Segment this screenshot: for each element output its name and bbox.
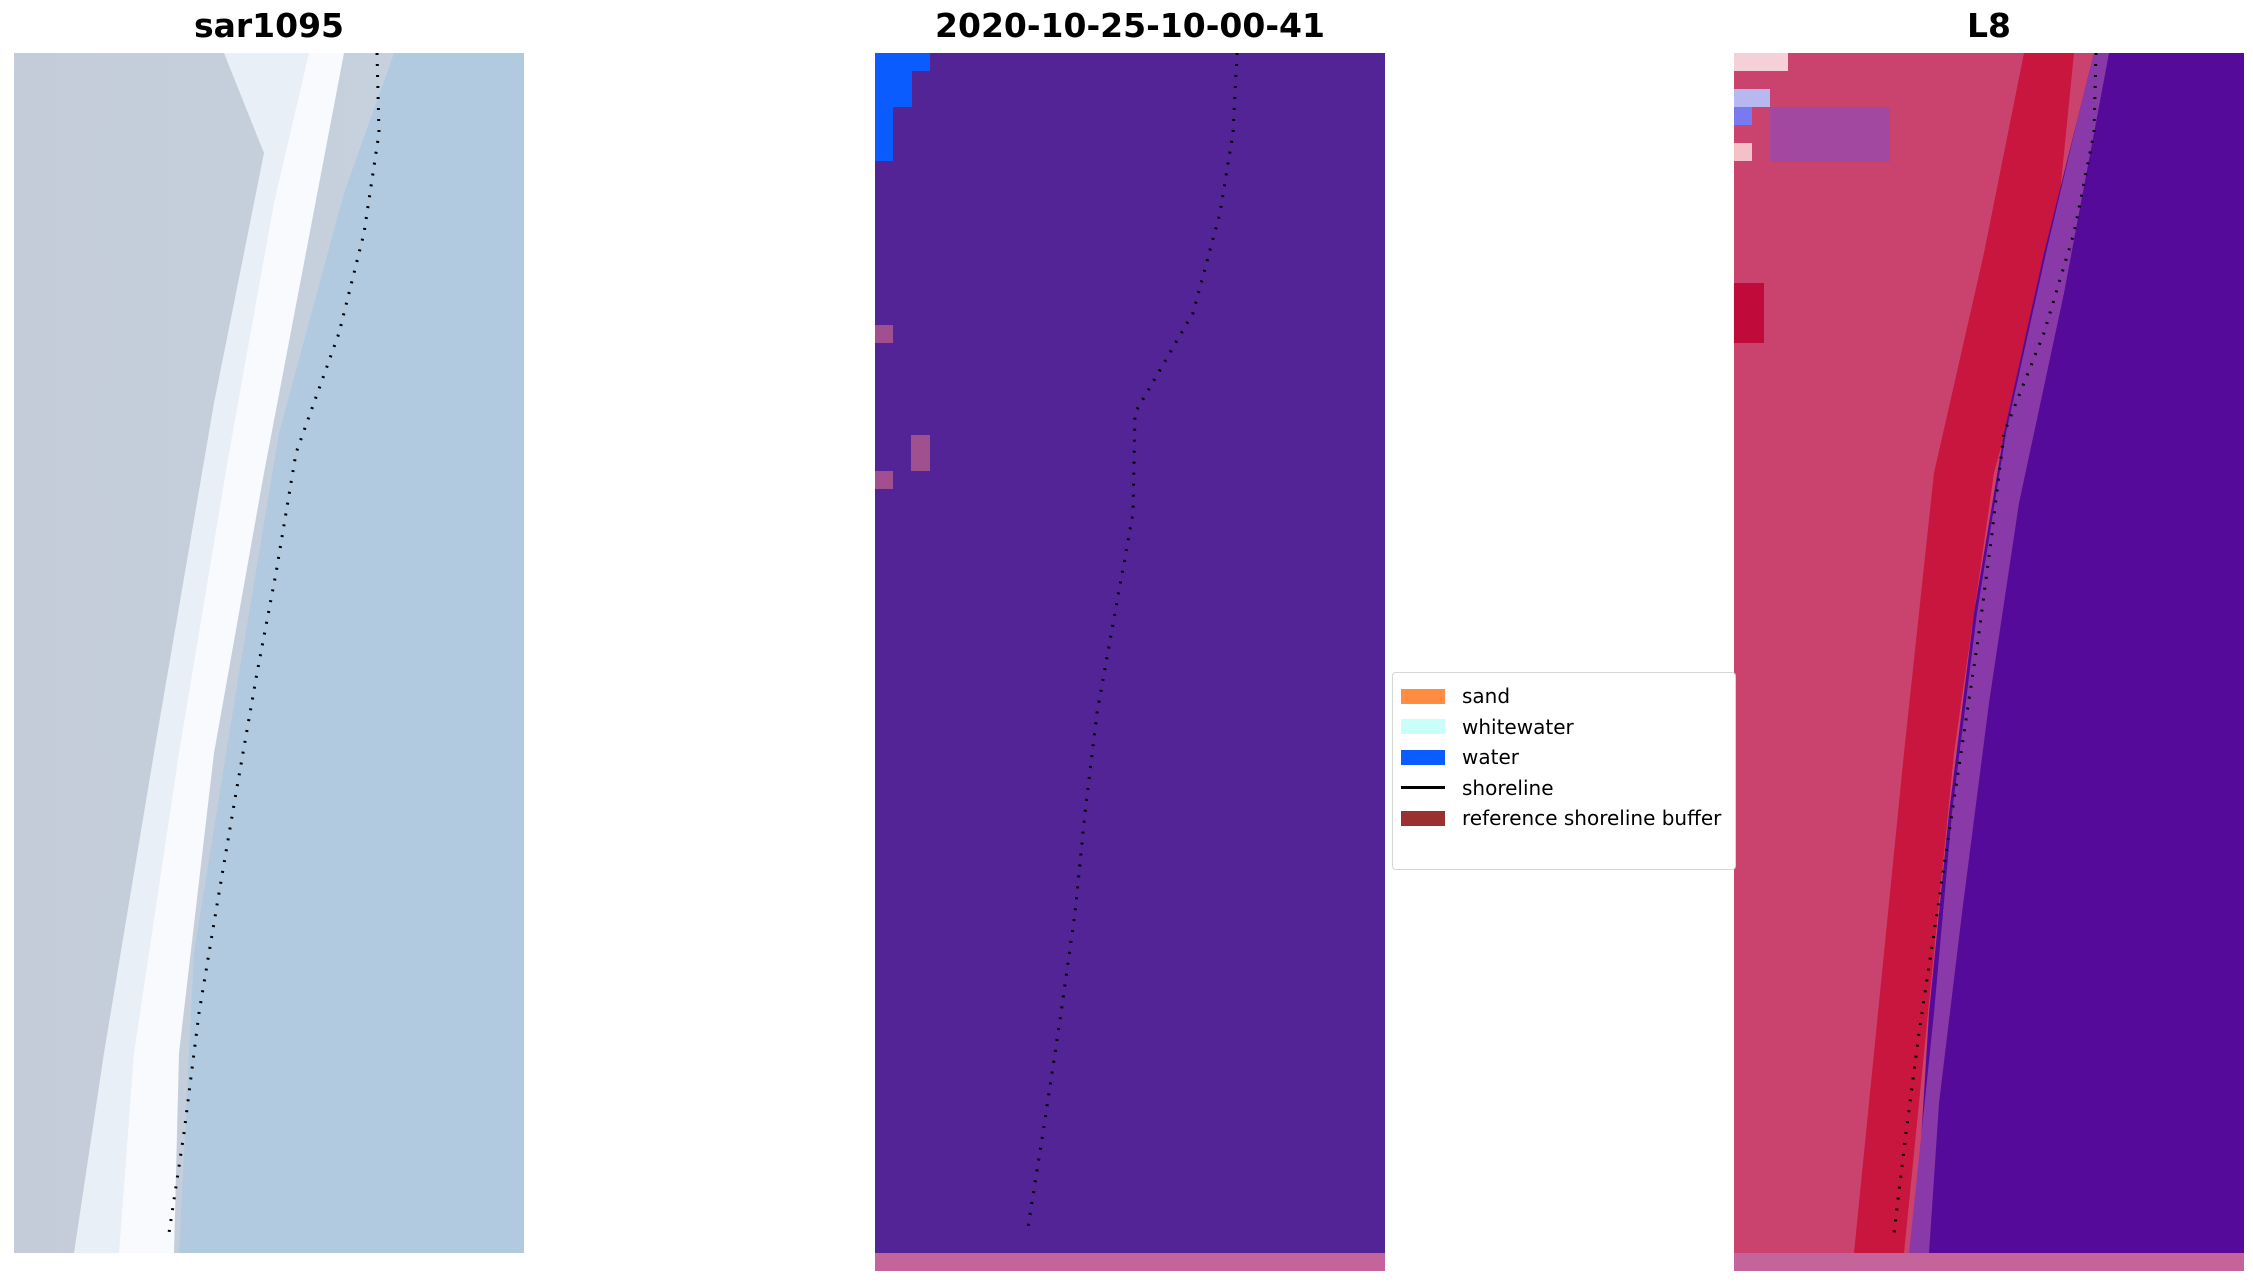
water-patch — [875, 53, 930, 161]
legend-label: sand — [1462, 684, 1511, 709]
legend-item-whitewater: whitewater — [1401, 712, 1735, 743]
legend-item-water: water — [1401, 742, 1735, 773]
water-area — [179, 53, 524, 1253]
legend-swatch — [1401, 810, 1445, 826]
transition-band — [1909, 53, 2109, 1253]
legend-item-shoreline: shoreline — [1401, 773, 1735, 804]
red-pixels — [1734, 283, 1764, 343]
shoreline-line — [1892, 53, 2098, 1234]
legend-label: whitewater — [1462, 714, 1574, 739]
bright-pixels — [1734, 143, 1752, 161]
bright-pixels — [1734, 53, 1788, 71]
legend-label: reference shoreline buffer — [1462, 806, 1722, 831]
panel-title-l8: L8 — [1967, 6, 2011, 45]
whitewater-core — [119, 53, 344, 1253]
bright-pixels — [1734, 89, 1770, 107]
legend-label: water — [1462, 745, 1519, 770]
buffer-strip — [1734, 1253, 2244, 1271]
l8-image-panel — [1734, 53, 2244, 1271]
rgb-image-panel — [14, 53, 524, 1253]
legend-swatch — [1401, 719, 1445, 735]
buffer-strip — [875, 1253, 1385, 1271]
shoreline-line — [167, 53, 381, 1234]
legend-swatch — [1401, 786, 1445, 790]
legend: sand whitewater water shoreline referenc… — [1392, 672, 1736, 870]
l8-image — [1734, 53, 2244, 1271]
buffer-pixel — [875, 325, 893, 343]
legend-item-sand: sand — [1401, 681, 1735, 712]
legend-swatch — [1401, 688, 1445, 704]
classified-image-panel — [875, 53, 1385, 1271]
rgb-image — [14, 53, 524, 1253]
legend-item-reference-buffer: reference shoreline buffer — [1401, 803, 1735, 834]
legend-label: shoreline — [1462, 775, 1554, 800]
classified-background — [875, 53, 1385, 1253]
buffer-pixel — [875, 471, 893, 489]
panel-title-rgb: sar1095 — [193, 6, 345, 45]
water-area — [1914, 53, 2244, 1253]
bright-pixels — [1734, 107, 1752, 125]
legend-swatch — [1401, 749, 1445, 765]
classified-image — [875, 53, 1385, 1271]
panel-title-classified: 2020-10-25-10-00-41 — [935, 6, 1325, 45]
buffer-pixel — [911, 435, 930, 471]
purple-patch — [1770, 107, 1890, 162]
red-band — [1854, 53, 2074, 1253]
